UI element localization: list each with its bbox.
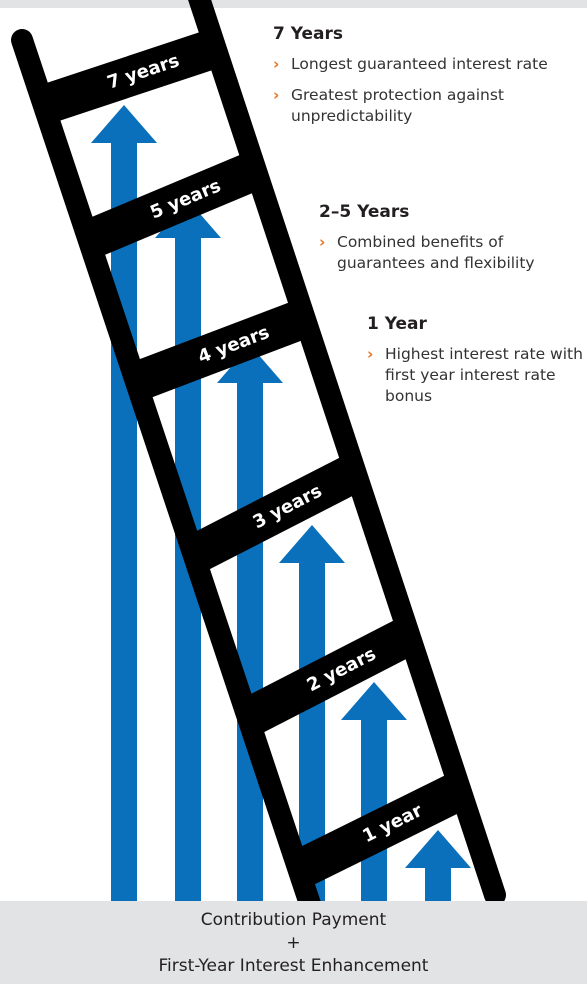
growth-arrow-4 [279, 525, 345, 901]
bullet-text: Greatest protection against unpredictabi… [291, 86, 504, 125]
chevron-right-icon: › [367, 345, 374, 363]
bullet-text: Longest guaranteed interest rate [291, 55, 548, 73]
footer-line-1: Contribution Payment [200, 910, 387, 930]
section-title: 1 Year [367, 314, 427, 334]
growth-arrow-5 [341, 682, 407, 901]
ladder-rung-1 [37, 29, 222, 124]
section-2-5-years: 2–5 Years › Combined benefits of guarant… [319, 202, 581, 284]
ladder-rung-2 [80, 151, 264, 259]
section-7-years: 7 Years › Longest guaranteed interest ra… [273, 24, 573, 137]
section-title: 7 Years [273, 24, 344, 44]
footer-plus: + [286, 933, 301, 953]
bullet-item: › Greatest protection against unpredicta… [273, 85, 573, 127]
section-title: 2–5 Years [319, 202, 410, 222]
bullet-item: › Longest guaranteed interest rate [273, 54, 573, 75]
ladder-left-rail [11, 29, 328, 936]
footer-caption: Contribution Payment + First-Year Intere… [0, 901, 587, 984]
bullet-item: › Highest interest rate with first year … [367, 344, 583, 407]
footer-line-2: First-Year Interest Enhancement [158, 956, 429, 976]
bullet-text: Combined benefits of guarantees and flex… [337, 233, 535, 272]
growth-arrow-3 [217, 345, 283, 901]
ladder-right-rail [188, 0, 506, 906]
ladder-rung-3 [128, 299, 312, 401]
section-1-year: 1 Year › Highest interest rate with firs… [367, 314, 583, 417]
chevron-right-icon: › [273, 55, 280, 73]
growth-arrow-6 [405, 830, 471, 901]
chevron-right-icon: › [319, 233, 326, 251]
growth-arrow-1 [91, 105, 157, 901]
bullet-text: Highest interest rate with first year in… [385, 345, 583, 405]
bullet-item: › Combined benefits of guarantees and fl… [319, 232, 581, 274]
ladder-rung-5 [238, 617, 419, 736]
ladder-rung-4 [184, 454, 365, 573]
ladder [11, 0, 506, 936]
ladder-rung-6 [289, 772, 470, 888]
top-bar [0, 0, 587, 8]
chevron-right-icon: › [273, 86, 280, 104]
